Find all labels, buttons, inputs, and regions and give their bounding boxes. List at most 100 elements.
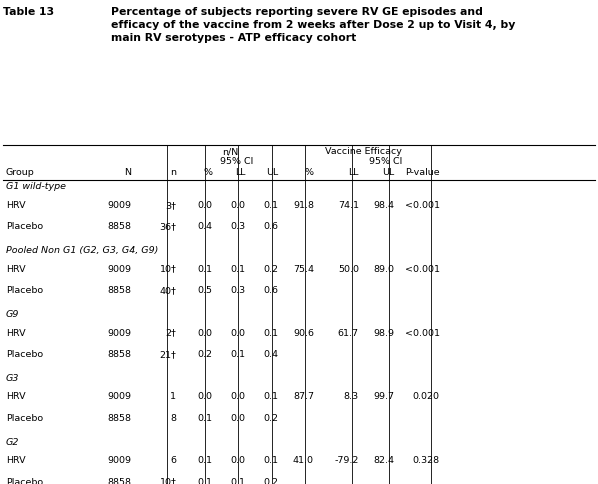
Text: 0.2: 0.2 bbox=[263, 414, 278, 423]
Text: 74.1: 74.1 bbox=[338, 201, 359, 210]
Text: 0.2: 0.2 bbox=[197, 350, 212, 359]
Text: 10†: 10† bbox=[160, 478, 176, 484]
Text: HRV: HRV bbox=[6, 201, 26, 210]
Text: Group: Group bbox=[6, 168, 35, 178]
Text: Placebo: Placebo bbox=[6, 414, 43, 423]
Text: 0.1: 0.1 bbox=[197, 478, 212, 484]
Text: 0.0: 0.0 bbox=[230, 456, 245, 465]
Text: 6: 6 bbox=[170, 456, 176, 465]
Text: 95% CI: 95% CI bbox=[219, 157, 253, 166]
Text: 8858: 8858 bbox=[108, 286, 132, 295]
Text: 61.7: 61.7 bbox=[338, 329, 359, 337]
Text: %: % bbox=[203, 168, 212, 178]
Text: 40†: 40† bbox=[160, 286, 176, 295]
Text: 9009: 9009 bbox=[108, 201, 132, 210]
Text: <0.001: <0.001 bbox=[404, 201, 440, 210]
Text: 90.6: 90.6 bbox=[293, 329, 314, 337]
Text: UL: UL bbox=[266, 168, 278, 178]
Text: LL: LL bbox=[348, 168, 359, 178]
Text: Vaccine Efficacy: Vaccine Efficacy bbox=[325, 147, 402, 156]
Text: 2†: 2† bbox=[166, 329, 176, 337]
Text: 75.4: 75.4 bbox=[293, 265, 314, 273]
Text: <0.001: <0.001 bbox=[404, 329, 440, 337]
Text: Placebo: Placebo bbox=[6, 478, 43, 484]
Text: 9009: 9009 bbox=[108, 393, 132, 401]
Text: Placebo: Placebo bbox=[6, 350, 43, 359]
Text: 8858: 8858 bbox=[108, 414, 132, 423]
Text: 10†: 10† bbox=[160, 265, 176, 273]
Text: 8.3: 8.3 bbox=[344, 393, 359, 401]
Text: 0.5: 0.5 bbox=[197, 286, 212, 295]
Text: G3: G3 bbox=[6, 374, 19, 383]
Text: 3†: 3† bbox=[166, 201, 176, 210]
Text: 0.1: 0.1 bbox=[197, 414, 212, 423]
Text: 0.1: 0.1 bbox=[197, 456, 212, 465]
Text: 95% CI: 95% CI bbox=[369, 157, 402, 166]
Text: 50.0: 50.0 bbox=[338, 265, 359, 273]
Text: n: n bbox=[170, 168, 176, 178]
Text: 0.1: 0.1 bbox=[263, 201, 278, 210]
Text: Table 13: Table 13 bbox=[3, 7, 54, 17]
Text: 98.9: 98.9 bbox=[374, 329, 395, 337]
Text: 0.3: 0.3 bbox=[230, 222, 245, 231]
Text: 0.0: 0.0 bbox=[230, 414, 245, 423]
Text: 0.0: 0.0 bbox=[230, 393, 245, 401]
Text: 89.0: 89.0 bbox=[374, 265, 395, 273]
Text: 9009: 9009 bbox=[108, 329, 132, 337]
Text: 9009: 9009 bbox=[108, 265, 132, 273]
Text: HRV: HRV bbox=[6, 393, 26, 401]
Text: 36†: 36† bbox=[160, 222, 176, 231]
Text: Percentage of subjects reporting severe RV GE episodes and
efficacy of the vacci: Percentage of subjects reporting severe … bbox=[111, 7, 515, 43]
Text: 8858: 8858 bbox=[108, 222, 132, 231]
Text: Placebo: Placebo bbox=[6, 286, 43, 295]
Text: %: % bbox=[305, 168, 314, 178]
Text: 0.328: 0.328 bbox=[413, 456, 440, 465]
Text: HRV: HRV bbox=[6, 265, 26, 273]
Text: 0.1: 0.1 bbox=[263, 456, 278, 465]
Text: G1 wild-type: G1 wild-type bbox=[6, 182, 66, 191]
Text: 0.3: 0.3 bbox=[230, 286, 245, 295]
Text: 0.1: 0.1 bbox=[230, 265, 245, 273]
Text: 0.0: 0.0 bbox=[197, 329, 212, 337]
Text: 0.1: 0.1 bbox=[230, 350, 245, 359]
Text: 98.4: 98.4 bbox=[374, 201, 395, 210]
Text: G2: G2 bbox=[6, 438, 19, 447]
Text: LL: LL bbox=[234, 168, 245, 178]
Text: Placebo: Placebo bbox=[6, 222, 43, 231]
Text: HRV: HRV bbox=[6, 456, 26, 465]
Text: 8: 8 bbox=[170, 414, 176, 423]
Text: N: N bbox=[124, 168, 132, 178]
Text: 41.0: 41.0 bbox=[293, 456, 314, 465]
Text: 0.0: 0.0 bbox=[197, 393, 212, 401]
Text: 91.8: 91.8 bbox=[293, 201, 314, 210]
Text: HRV: HRV bbox=[6, 329, 26, 337]
Text: -79.2: -79.2 bbox=[334, 456, 359, 465]
Text: 0.4: 0.4 bbox=[197, 222, 212, 231]
Text: 82.4: 82.4 bbox=[374, 456, 395, 465]
Text: P-value: P-value bbox=[405, 168, 440, 178]
Text: 0.020: 0.020 bbox=[413, 393, 440, 401]
Text: 8858: 8858 bbox=[108, 350, 132, 359]
Text: 0.6: 0.6 bbox=[263, 286, 278, 295]
Text: 0.0: 0.0 bbox=[230, 201, 245, 210]
Text: 1: 1 bbox=[170, 393, 176, 401]
Text: 9009: 9009 bbox=[108, 456, 132, 465]
Text: 21†: 21† bbox=[160, 350, 176, 359]
Text: 0.1: 0.1 bbox=[263, 329, 278, 337]
Text: UL: UL bbox=[383, 168, 395, 178]
Text: 0.6: 0.6 bbox=[263, 222, 278, 231]
Text: 8858: 8858 bbox=[108, 478, 132, 484]
Text: 0.0: 0.0 bbox=[230, 329, 245, 337]
Text: 0.2: 0.2 bbox=[263, 265, 278, 273]
Text: 0.1: 0.1 bbox=[197, 265, 212, 273]
Text: 99.7: 99.7 bbox=[374, 393, 395, 401]
Text: <0.001: <0.001 bbox=[404, 265, 440, 273]
Text: Pooled Non G1 (G2, G3, G4, G9): Pooled Non G1 (G2, G3, G4, G9) bbox=[6, 246, 158, 255]
Text: G9: G9 bbox=[6, 310, 19, 319]
Text: 0.1: 0.1 bbox=[230, 478, 245, 484]
Text: 0.0: 0.0 bbox=[197, 201, 212, 210]
Text: 0.2: 0.2 bbox=[263, 478, 278, 484]
Text: 87.7: 87.7 bbox=[293, 393, 314, 401]
Text: n/N: n/N bbox=[222, 147, 239, 156]
Text: 0.1: 0.1 bbox=[263, 393, 278, 401]
